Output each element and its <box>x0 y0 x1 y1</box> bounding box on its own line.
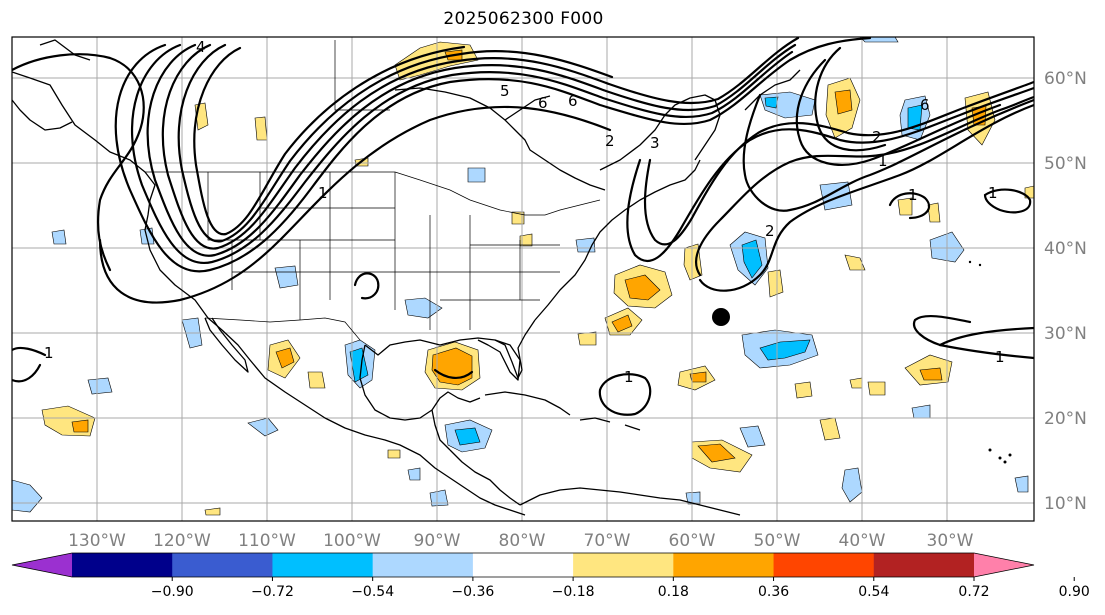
lat-label: 60°N <box>1044 69 1087 89</box>
contour-label: 1 <box>318 184 328 202</box>
lon-label: 60°W <box>669 531 716 551</box>
contour-label: 1 <box>995 348 1005 366</box>
lon-label: 70°W <box>584 531 631 551</box>
contour-label: 2 <box>872 128 882 146</box>
lon-label: 90°W <box>414 531 461 551</box>
colorbar-tick-label: −0.18 <box>552 584 595 600</box>
colorbar-segment <box>472 553 574 577</box>
lat-label: 50°N <box>1044 154 1087 174</box>
colorbar-segment <box>873 553 975 577</box>
lat-label: 10°N <box>1044 494 1087 514</box>
colorbar-tick-label: 0.90 <box>1059 584 1090 600</box>
colorbar-segment <box>372 553 474 577</box>
map-title: 2025062300 F000 <box>443 9 604 29</box>
contour-label: 6 <box>920 96 930 114</box>
contour-label: 1 <box>908 186 918 204</box>
longitude-axis: 130°W 120°W 110°W 100°W 90°W 80°W 70°W 6… <box>68 531 974 551</box>
lon-label: 120°W <box>153 531 211 551</box>
colorbar-extend-low <box>12 553 72 577</box>
colorbar-tick-label: −0.72 <box>251 584 294 600</box>
contour-lines <box>12 37 1034 416</box>
contour-label: 1 <box>624 368 634 386</box>
coastlines <box>12 39 1012 516</box>
lon-label: 80°W <box>499 531 546 551</box>
contour-label: 3 <box>650 134 660 152</box>
colorbar-segment <box>773 553 875 577</box>
location-marker <box>712 308 730 326</box>
colorbar-tick-label: −0.36 <box>451 584 494 600</box>
contour-labels: 4 1 6 6 2 3 5 1 1 1 2 6 2 1 1 1 <box>44 38 1005 386</box>
colorbar-extend-high <box>974 553 1034 577</box>
contour-label: 2 <box>765 222 775 240</box>
colorbar: −0.90 −0.72 −0.54 −0.36 −0.18 0.18 0.36 0.54 0.7… <box>11 552 1090 600</box>
lon-label: 110°W <box>238 531 296 551</box>
lat-label: 30°N <box>1044 324 1087 344</box>
colorbar-tick-label: 0.54 <box>858 584 889 600</box>
colorbar-tick-label: 0.36 <box>758 584 789 600</box>
lat-label: 40°N <box>1044 239 1087 259</box>
graticule <box>12 37 1034 521</box>
map-frame <box>11 36 1035 522</box>
colorbar-segment <box>573 553 674 577</box>
lon-label: 40°W <box>839 531 886 551</box>
lon-label: 50°W <box>754 531 801 551</box>
map-area: 4 1 6 6 2 3 5 1 1 1 2 6 2 1 1 1 <box>12 37 1034 521</box>
lon-label: 30°W <box>927 531 974 551</box>
colorbar-tick-label: 0.72 <box>958 584 989 600</box>
contour-label: 6 <box>568 92 578 110</box>
contour-label: 5 <box>500 82 510 100</box>
contour-label: 1 <box>988 184 998 202</box>
contour-label: 1 <box>878 152 888 170</box>
colorbar-segment <box>272 553 374 577</box>
colorbar-segment <box>673 553 775 577</box>
political-borders <box>145 40 601 341</box>
colorbar-segment <box>172 553 273 577</box>
lon-label: 130°W <box>68 531 126 551</box>
colorbar-segment <box>72 553 173 577</box>
colorbar-outline <box>11 552 1035 578</box>
contour-label: 2 <box>605 132 615 150</box>
colorbar-tick-label: −0.90 <box>151 584 194 600</box>
colorbar-tick-label: −0.54 <box>351 584 394 600</box>
contour-label: 4 <box>196 38 206 56</box>
lon-label: 100°W <box>323 531 381 551</box>
lat-label: 20°N <box>1044 409 1087 429</box>
latitude-axis: 60°N 50°N 40°N 30°N 20°N 10°N <box>1044 69 1087 514</box>
contour-label: 6 <box>538 94 548 112</box>
contour-label: 1 <box>44 344 54 362</box>
colorbar-tick-label: 0.18 <box>658 584 689 600</box>
